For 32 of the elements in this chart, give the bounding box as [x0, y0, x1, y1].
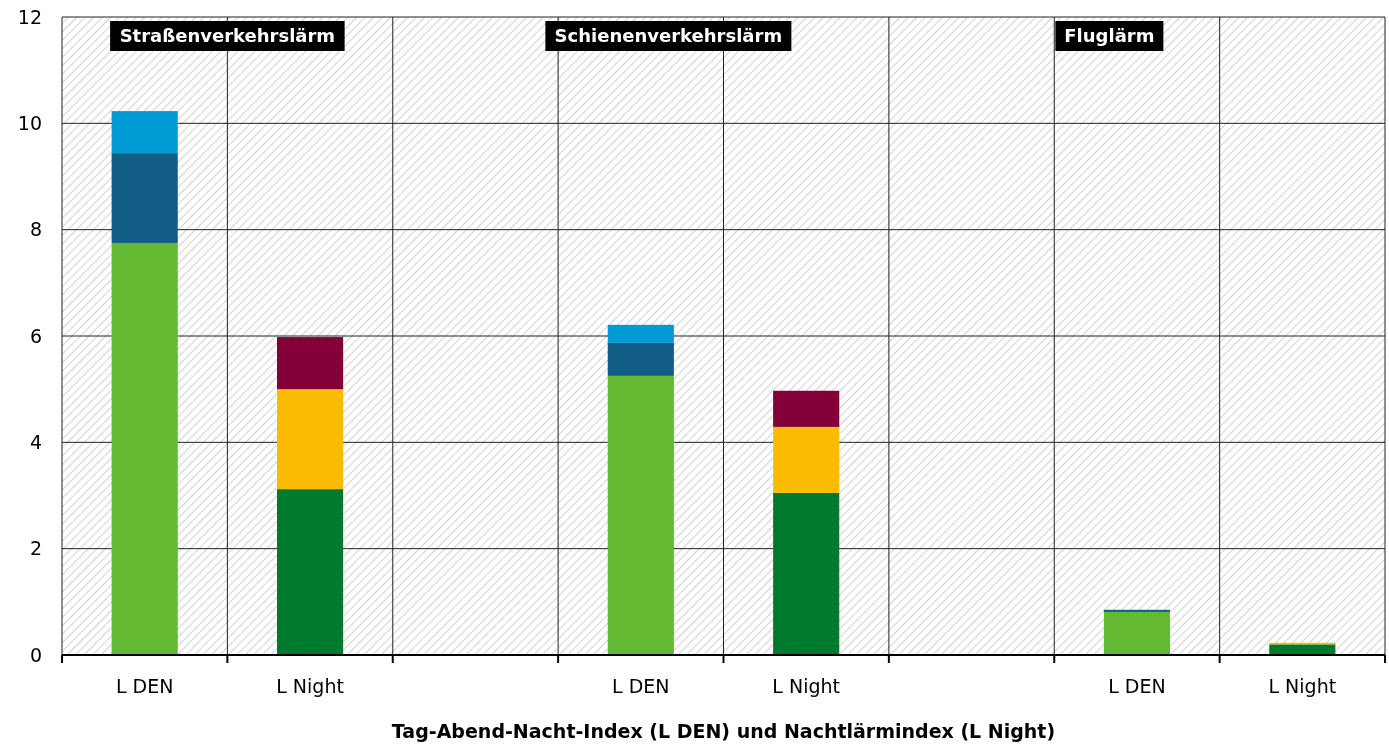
bar	[111, 242, 178, 655]
y-tick-label: 0	[29, 643, 42, 666]
x-tick-label: L Night	[276, 675, 344, 697]
bar	[607, 375, 674, 655]
y-tick-label: 2	[29, 537, 42, 560]
x-tick-label: L DEN	[1108, 675, 1166, 697]
bar	[1103, 609, 1171, 612]
annotation: Schienenverkehrslärm	[554, 25, 783, 47]
y-tick-label: 12	[17, 5, 42, 28]
bar	[773, 390, 840, 427]
annotation: Straßenverkehrslärm	[119, 25, 336, 47]
annotation: Fluglärm	[1064, 25, 1155, 47]
x-tick-label: L DEN	[115, 675, 174, 697]
bar	[276, 489, 344, 655]
bar	[1103, 611, 1171, 655]
y-tick-label: 4	[29, 430, 42, 453]
y-tick-label: 6	[29, 324, 42, 347]
bar	[1269, 644, 1336, 655]
bar	[276, 389, 344, 490]
y-tick-label: 8	[29, 218, 42, 241]
y-tick-label: 10	[17, 111, 42, 134]
x-tick-label: L Night	[772, 675, 841, 697]
bar	[111, 111, 178, 154]
bar	[111, 153, 178, 243]
bar	[607, 342, 674, 376]
x-tick-label: L DEN	[612, 675, 670, 697]
bar	[773, 492, 840, 655]
x-axis-title: Tag-Abend-Nacht-Index (L DEN) und Nachtlärmindex (L Night)	[391, 720, 1056, 742]
bar	[773, 426, 840, 493]
bar	[607, 324, 674, 343]
bar	[276, 337, 344, 390]
x-tick-label: L Night	[1268, 675, 1337, 697]
